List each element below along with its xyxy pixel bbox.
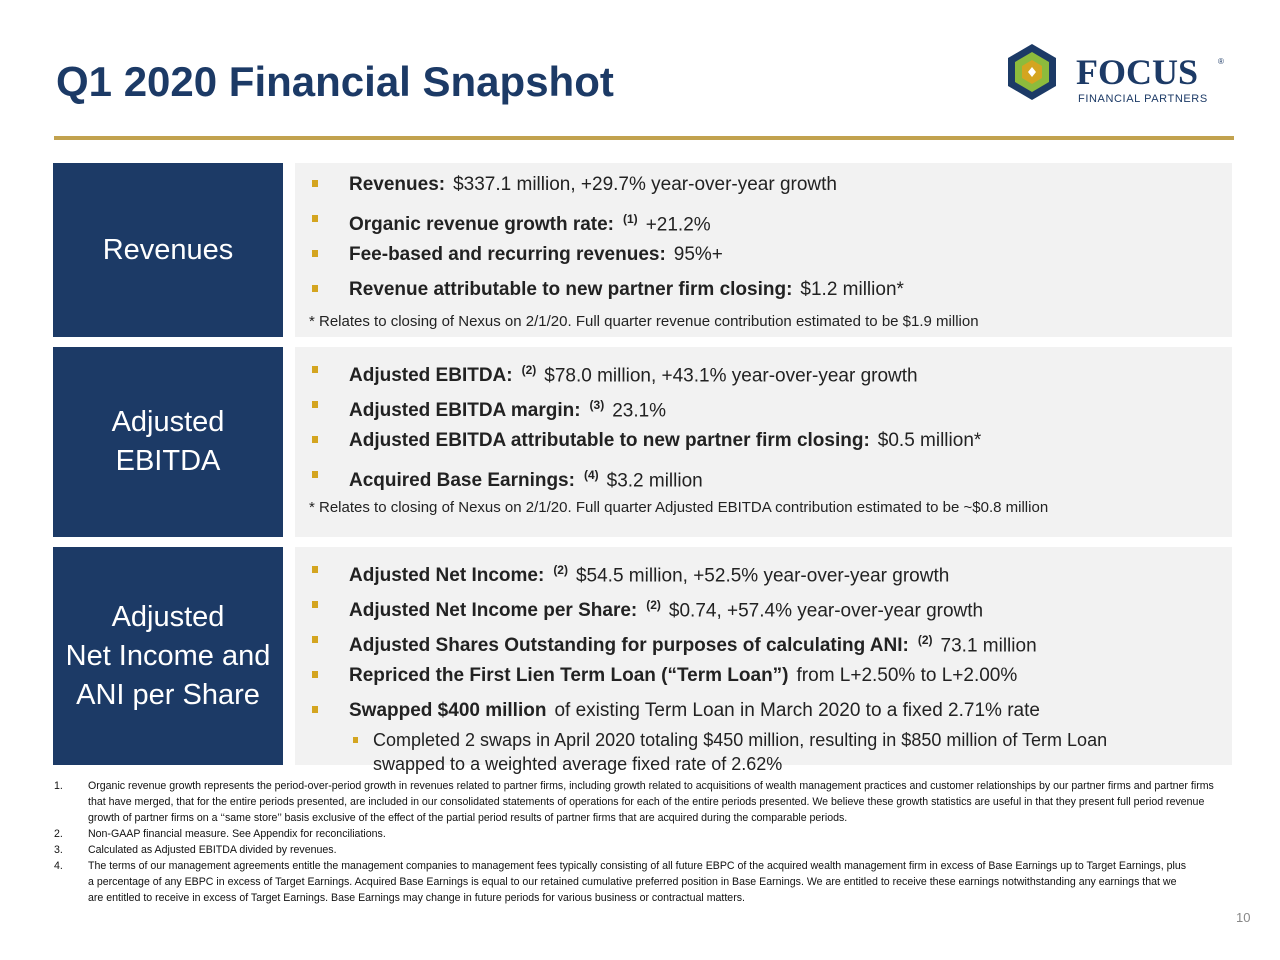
footnote-number: 1.	[54, 780, 63, 792]
bullet: Revenue attributable to new partner firm…	[309, 272, 1232, 307]
note: * Relates to closing of Nexus on 2/1/20.…	[309, 499, 1049, 516]
footnote: 2. Non-GAAP financial measure. See Append…	[54, 826, 1234, 842]
section-label: Revenues	[53, 163, 283, 337]
footnote-ref: (2)	[646, 598, 661, 612]
bullet-text: $54.5 million, +52.5% year-over-year gro…	[575, 565, 950, 587]
footnote-ref: (2)	[917, 633, 933, 647]
label-line: EBITDA	[115, 445, 221, 477]
section-content: Adjusted Net Income: (2) $54.5 million, +5…	[295, 547, 1232, 774]
label-line: ANI per Share	[76, 678, 260, 711]
footnote-ref: (3)	[589, 398, 605, 412]
bullet-text: of existing Term Loan in March 2020 to a…	[554, 700, 1040, 721]
footnote-ref: (2)	[553, 563, 568, 577]
bullet-label: Acquired Base Earnings:	[349, 470, 575, 492]
footnote: 1. Organic revenue growth represents the …	[54, 778, 1234, 826]
bullet-label: Adjusted Net Income per Share:	[349, 600, 638, 622]
bullet: Swapped $400 million of existing Term Loa…	[309, 693, 1232, 728]
section-content: Revenues: $337.1 million, +29.7% year-ove…	[295, 163, 1232, 337]
note: * Relates to closing of Nexus on 2/1/20.…	[309, 313, 979, 330]
bullet-text: from L+2.50% to L+2.00%	[796, 665, 1018, 686]
bullet-text: $1.2 million*	[800, 279, 904, 300]
bullet: Adjusted Shares Outstanding for purposes…	[309, 623, 1232, 658]
bullet-text: $3.2 million	[606, 470, 703, 492]
bullet-text: 95%+	[673, 244, 723, 265]
footnote: 4. The terms of our management agreements…	[54, 858, 1234, 906]
bullet: Adjusted Net Income per Share: (2) $0.74, …	[309, 588, 1232, 623]
bullet: Adjusted Net Income: (2) $54.5 million, +5…	[309, 553, 1232, 588]
label-line: Net Income and	[65, 639, 271, 672]
bullet-label: Fee-based and recurring revenues:	[349, 244, 666, 265]
bullet-text: $337.1 million, +29.7% year-over-year gr…	[453, 174, 837, 195]
logo: FOCUS ® FINANCIAL PARTNERS	[1008, 44, 1224, 105]
label-line: Revenues	[102, 233, 234, 266]
sub-bullet: Completed 2 swaps in April 2020 totaling…	[309, 728, 1153, 776]
bullet: Revenues: $337.1 million, +29.7% year-ove…	[309, 167, 1232, 202]
bullet: Adjusted EBITDA: (2) $78.0 million, +43.1%…	[309, 353, 1232, 388]
bullet-label: Adjusted Shares Outstanding for purposes…	[349, 635, 909, 657]
footnote-number: 3.	[54, 844, 63, 856]
footnote-ref: (1)	[623, 212, 638, 226]
section-label: Adjusted Net Income and ANI per Share	[53, 547, 283, 765]
divider	[54, 136, 1234, 140]
bullet-text: +21.2%	[645, 214, 711, 236]
section-label: Adjusted EBITDA	[53, 347, 283, 537]
bullet-label: Revenues:	[349, 174, 446, 195]
footnote-ref: (2)	[521, 363, 537, 377]
logo-mark: ®	[1218, 57, 1224, 66]
bullet-label: Adjusted EBITDA:	[349, 365, 513, 387]
bullet: Organic revenue growth rate: (1) +21.2%	[309, 202, 1232, 237]
footnote-text: Organic revenue growth represents the pe…	[88, 780, 1214, 824]
bullet-label: Swapped $400 million	[349, 700, 547, 721]
title: Q1 2020 Financial Snapshot	[56, 58, 614, 105]
label-line: Adjusted	[111, 406, 225, 438]
bullet: Adjusted EBITDA attributable to new part…	[309, 423, 1232, 458]
logo-subtitle: FINANCIAL PARTNERS	[1078, 93, 1208, 105]
section-content: Adjusted EBITDA: (2) $78.0 million, +43.1%…	[295, 347, 1232, 537]
footnote: 3. Calculated as Adjusted EBITDA divided …	[54, 842, 1234, 858]
bullet: Repriced the First Lien Term Loan (“Term…	[309, 658, 1232, 693]
bullet-label: Adjusted Net Income:	[349, 565, 545, 587]
bullet: Fee-based and recurring revenues: 95%+	[309, 237, 1232, 272]
footnote-text: Calculated as Adjusted EBITDA divided by…	[88, 844, 337, 856]
bullet-label: Adjusted EBITDA attributable to new part…	[349, 430, 870, 451]
footnote-text: Non-GAAP financial measure. See Appendix…	[88, 828, 386, 840]
page-number: 10	[1236, 910, 1251, 925]
bullet-label: Repriced the First Lien Term Loan (“Term…	[349, 665, 789, 686]
footnote-ref: (4)	[583, 468, 599, 482]
bullet-text: $0.5 million*	[877, 430, 982, 451]
footnotes: 1. Organic revenue growth represents the …	[54, 778, 1234, 906]
bullet-label: Adjusted EBITDA margin:	[349, 400, 581, 422]
bullet-label: Revenue attributable to new partner firm…	[349, 279, 793, 300]
bullet-label: Organic revenue growth rate:	[349, 214, 615, 236]
bullet: Adjusted EBITDA margin: (3) 23.1%	[309, 388, 1232, 423]
footnote-text: The terms of our management agreements e…	[88, 860, 1187, 904]
footnote-number: 4.	[54, 860, 63, 872]
logo-name: FOCUS	[1076, 52, 1198, 92]
bullet-text: $0.74, +57.4% year-over-year growth	[668, 600, 984, 622]
bullet-text: $78.0 million, +43.1% year-over-year gro…	[544, 365, 918, 387]
footnote-number: 2.	[54, 828, 63, 840]
bullet-text: 23.1%	[612, 400, 667, 422]
bullet-text: 73.1 million	[940, 635, 1037, 657]
label-line: Adjusted	[111, 600, 225, 633]
bullet: Acquired Base Earnings: (4) $3.2 million	[309, 458, 1232, 493]
